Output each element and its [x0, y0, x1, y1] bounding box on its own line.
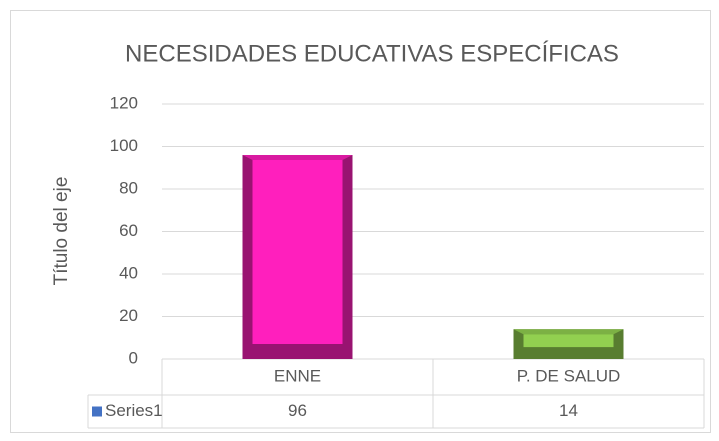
chart-title: NECESIDADES EDUCATIVAS ESPECÍFICAS [125, 40, 619, 67]
y-tick-label: 40 [119, 263, 138, 282]
y-tick-label: 100 [110, 136, 138, 155]
legend-label: Series1 [105, 401, 163, 420]
table-value: 96 [288, 401, 307, 420]
x-tick-label: P. DE SALUD [517, 366, 621, 385]
bar-face [523, 334, 614, 348]
y-tick-label: 20 [119, 306, 138, 325]
table-value: 14 [559, 401, 578, 420]
y-tick-label: 0 [129, 348, 138, 367]
bar-bevel [242, 155, 353, 160]
x-tick-label: ENNE [274, 366, 321, 385]
legend-key [92, 406, 102, 417]
bar-face [252, 160, 343, 344]
y-axis-title: Título del eje [51, 177, 72, 286]
chart-border [10, 10, 711, 433]
y-tick-label: 60 [119, 221, 138, 240]
bar-bevel [513, 329, 624, 335]
y-tick-label: 80 [119, 178, 138, 197]
y-tick-label: 120 [110, 93, 138, 112]
